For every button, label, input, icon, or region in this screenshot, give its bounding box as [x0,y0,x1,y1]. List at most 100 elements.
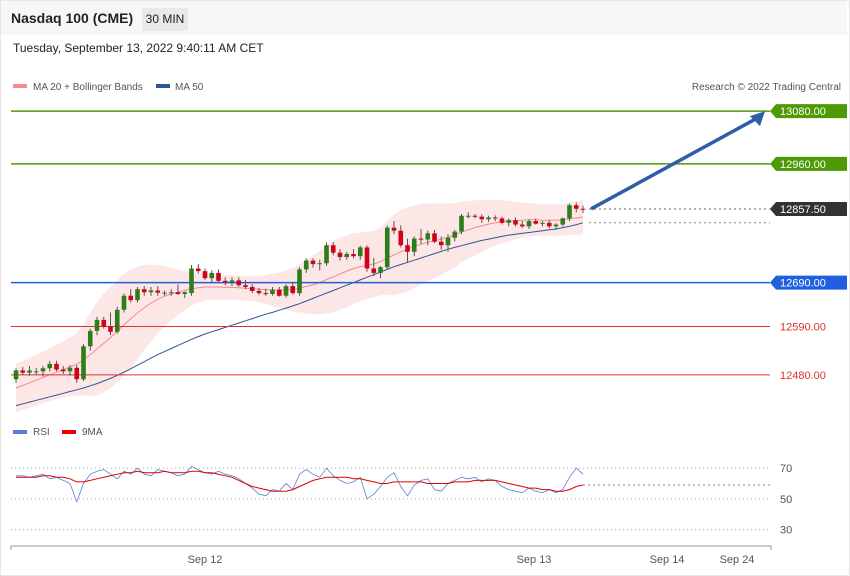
candle-body [243,285,248,287]
candle-body [364,247,370,269]
ma20-legend-label: MA 20 + Bollinger Bands [33,82,143,93]
candle-body [121,295,127,310]
forecast-arrow-head [750,111,765,127]
candle-body [317,263,323,265]
candle-body [236,280,242,286]
candle-body [310,260,316,265]
candle-body [13,370,19,380]
candle-body [344,254,350,258]
candle-body [155,290,161,293]
candle-body [202,271,208,279]
level-badge-12690.00 [770,275,847,290]
candle-body [371,268,377,273]
candle-body [94,319,100,331]
candle-body [114,309,120,332]
candle-body [378,267,383,273]
candle-body [506,220,512,223]
bollinger-band [16,199,583,413]
candle-body [108,326,113,332]
candle-body [418,238,424,240]
symbol-title: Nasdaq 100 (CME) [11,10,134,26]
rsi-ma-legend-label: 9MA [82,427,103,438]
candle-body [324,245,329,264]
candle-body [168,292,174,294]
copyright-label: Research © 2022 Trading Central [692,82,841,93]
candle-body [40,368,46,372]
candle-body [398,230,404,246]
rsi-ma9-line [16,470,584,492]
candle-body [519,224,525,227]
x-axis: Sep 12 Sep 13 Sep 14 Sep 24 [10,545,772,566]
candle-body [438,241,444,246]
candle-body [540,222,545,224]
candle-body [492,217,498,219]
candle-body [459,215,464,232]
candle-body [175,292,181,294]
candle-body [128,295,134,301]
candle-body [20,370,26,373]
candle-body [337,252,343,258]
candle-body [222,280,228,283]
candle-body [47,363,53,369]
level-badge-12960.00 [770,156,847,171]
candle-body [60,369,66,372]
rsi-tick-70: 70 [780,463,792,475]
candle-body [405,245,410,252]
rsi-legend: RSI 9MA [13,427,103,438]
ma20-legend-swatch [13,84,27,88]
candle-body [33,371,39,373]
forecast-arrow-shaft [590,116,758,211]
candle-body [560,218,566,225]
candle-body [54,363,59,370]
ma50-legend-swatch [156,84,170,88]
candle-body [567,205,572,219]
candle-body [486,217,491,220]
candle-body [148,290,154,293]
candle-body [229,280,235,283]
candle-body [330,245,336,253]
candle-body [101,319,107,327]
candle-body [209,272,215,279]
candle-body [256,290,262,294]
candle-body [283,286,289,296]
candle-body [195,268,201,272]
candle-body [553,224,559,227]
candle-body [81,346,86,380]
level-label-12480.00: 12480.00 [780,370,826,382]
rsi-legend-swatch [13,430,27,434]
rsi-tick-30: 30 [780,525,792,537]
timeframe-button[interactable]: 30 MIN [142,8,188,31]
candle-body [425,233,431,240]
candle-body [546,222,552,227]
rsi-panel: 70 50 30 [11,463,792,537]
ma50-legend-label: MA 50 [175,82,204,93]
candle-body [573,205,579,209]
candle-body [263,293,269,295]
x-tick-label: Sep 24 [720,554,755,566]
candle-body [533,221,539,224]
candle-body [472,215,478,217]
candle-body [27,370,32,373]
chart-datetime: Tuesday, September 13, 2022 9:40:11 AM C… [13,41,264,55]
chart-header: Nasdaq 100 (CME) 30 MIN [1,1,847,35]
x-tick-label: Sep 12 [188,554,223,566]
rsi-line [16,466,584,504]
candle-body [87,330,93,347]
candle-body [526,221,532,227]
candle-body [74,367,80,380]
candle-body [135,289,140,301]
level-label-13080.00: 13080.00 [780,106,826,118]
candle-body [182,292,188,294]
ma50-line [15,222,584,407]
price-levels: 13080.00 12960.00 12857.50 12690.00 12590.00… [11,104,847,382]
candle-body [270,289,275,294]
x-axis-line [10,545,772,550]
candle-body [499,218,505,223]
forecast-arrow [590,111,765,211]
candle-body [189,268,194,294]
candlesticks [13,202,586,383]
candle-body [67,367,73,372]
candle-body [479,216,485,220]
candle-body [276,289,282,296]
